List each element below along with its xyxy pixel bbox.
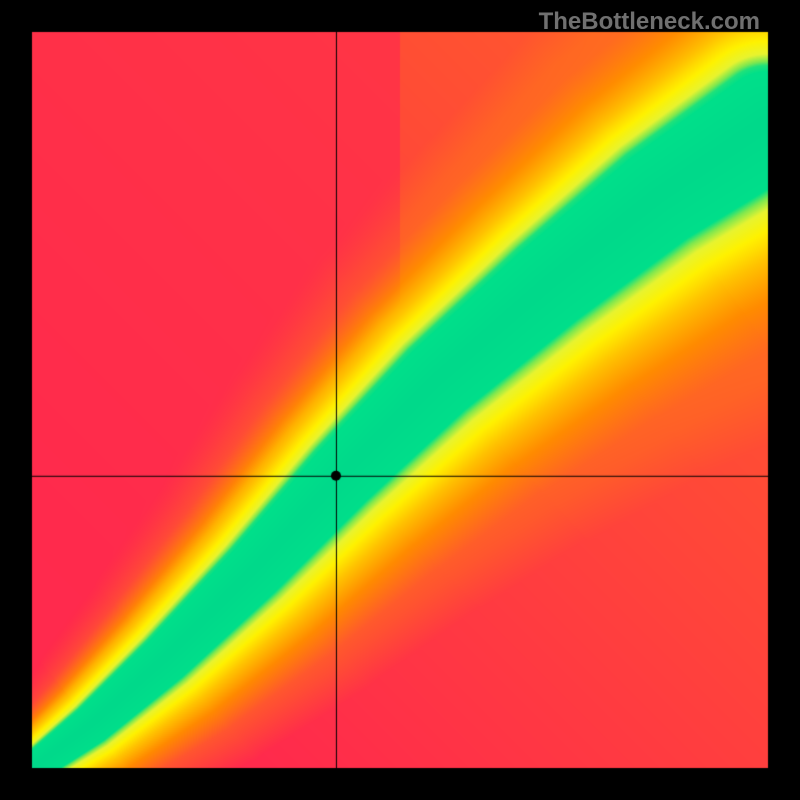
chart-frame: TheBottleneck.com	[0, 0, 800, 800]
watermark-text: TheBottleneck.com	[539, 8, 760, 36]
heatmap-canvas	[0, 0, 800, 800]
